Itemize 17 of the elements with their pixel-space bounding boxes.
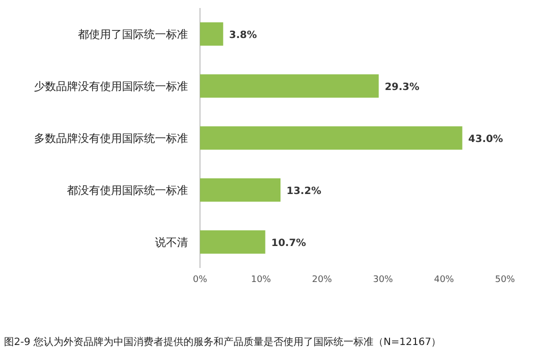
y-tick-label: 都使用了国际统一标准 — [78, 28, 188, 41]
data-label: 29.3% — [384, 82, 420, 93]
x-tick-label: 20% — [312, 275, 332, 285]
x-tick-label: 50% — [494, 275, 516, 285]
y-tick-label: 说不清 — [155, 236, 188, 249]
caption: 图2-9 您认为外资品牌为中国消费者提供的服务和产品质量是否使用了国际统一标准（N=12167） — [4, 336, 442, 348]
y-tick-label: 多数品牌没有使用国际统一标准 — [34, 132, 188, 145]
y-tick-label: 都没有使用国际统一标准 — [67, 184, 188, 197]
x-tick-label: 10% — [250, 275, 272, 285]
data-label: 10.7% — [271, 238, 306, 249]
data-label: 43.0% — [468, 134, 504, 145]
x-tick-label: 30% — [372, 275, 394, 285]
x-tick-label: 40% — [434, 275, 454, 285]
y-tick-label: 少数品牌没有使用国际统一标准 — [34, 80, 188, 93]
data-label: 3.8% — [229, 30, 257, 41]
data-label: 13.2% — [286, 186, 322, 197]
x-tick-label: 0% — [192, 275, 208, 285]
